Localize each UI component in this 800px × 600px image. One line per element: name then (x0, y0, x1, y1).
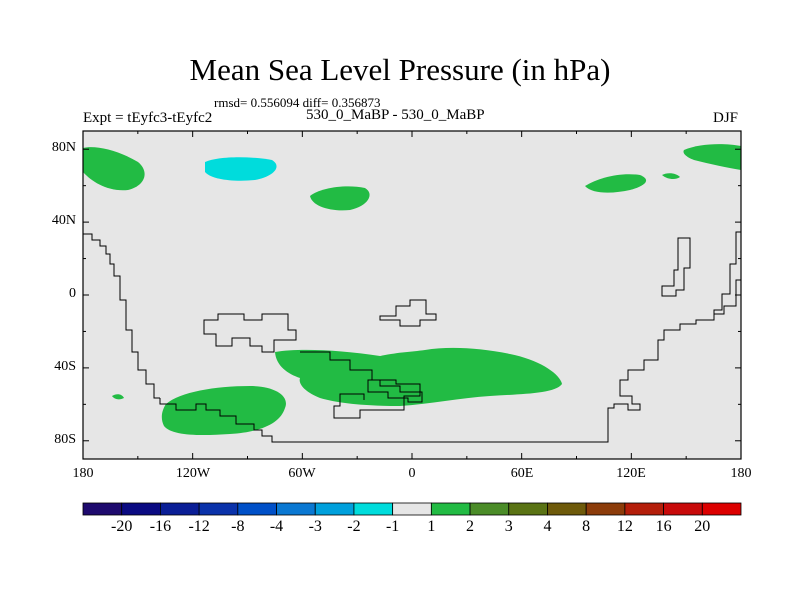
colorbar-label: 4 (543, 518, 552, 535)
coastline-africa-west (379, 299, 437, 327)
coastline-asia-east (661, 237, 691, 297)
region-small-islet (112, 394, 124, 400)
coastline-pacific-rim (713, 231, 741, 316)
axis-ticks (82, 131, 742, 459)
colorbar-swatch (624, 502, 664, 516)
colorbar-swatch (392, 502, 432, 516)
lon-label-0: 0 (408, 466, 416, 481)
subtitle: 530_0_MaBP - 530_0_MaBP (306, 107, 485, 123)
colorbar-label: -12 (188, 518, 210, 535)
lon-label-180w: 180 (72, 466, 94, 481)
region-siberia-small (662, 173, 680, 180)
colorbar-swatch (585, 502, 626, 516)
colorbar-swatch (276, 502, 316, 516)
season-label: DJF (713, 110, 739, 126)
lat-label-40n: 40N (51, 213, 76, 228)
colorbar-label: 1 (427, 518, 436, 535)
colorbar-label: -2 (347, 518, 361, 535)
coastline-south-america (203, 313, 297, 353)
colorbar (82, 502, 742, 516)
lon-label-60w: 60W (288, 466, 316, 481)
colorbar-label: -1 (385, 518, 400, 535)
coastline-antarctica (159, 279, 741, 443)
lon-label-120e: 120E (616, 466, 646, 481)
colorbar-label: 16 (655, 518, 672, 535)
colorbar-swatch (314, 502, 355, 516)
colorbar-swatch (198, 502, 239, 516)
colorbar-label: 20 (694, 518, 711, 535)
region-north-atlantic (310, 186, 370, 211)
colorbar-label: -8 (231, 518, 245, 535)
colorbar-swatch (237, 502, 277, 516)
plot-title: Mean Sea Level Pressure (in hPa) (189, 52, 611, 87)
lon-label-120w: 120W (175, 466, 211, 481)
colorbar-swatch (547, 502, 587, 516)
lon-label-180e: 180 (730, 466, 752, 481)
colorbar-swatch (160, 502, 200, 516)
colorbar-label: 2 (466, 518, 475, 535)
colorbar-label: -3 (308, 518, 322, 535)
colorbar-label: -16 (149, 518, 172, 535)
region-north-pacific (83, 147, 145, 191)
colorbar-swatch (663, 502, 703, 516)
colorbar-label: 3 (504, 518, 513, 535)
colorbar-swatch (430, 502, 471, 516)
positive-anomaly-regions (83, 144, 741, 436)
coastline-americas (83, 233, 160, 399)
colorbar-swatch (508, 502, 548, 516)
coastlines (83, 231, 741, 443)
colorbar-label: -4 (269, 518, 284, 535)
coastline-antarctic-ridge (300, 351, 421, 419)
stats-line: rmsd= 0.556094 diff= 0.356873 (214, 95, 381, 110)
colorbar-swatch (353, 502, 394, 516)
lat-label-80n: 80N (51, 140, 76, 155)
lat-label-equator: 0 (69, 286, 76, 301)
region-south-pacific (161, 386, 286, 436)
colorbar-swatch (701, 502, 742, 516)
colorbar-label: 12 (616, 518, 633, 535)
coastline-antarctic-inner (367, 379, 423, 403)
colorbar-swatch (82, 502, 123, 516)
colorbar-swatch (469, 502, 510, 516)
lat-label-40s: 40S (54, 359, 76, 374)
colorbar-swatch (121, 502, 161, 516)
experiment-label: Expt = tEyfc3-tEyfc2 (83, 110, 213, 126)
colorbar-label: -20 (111, 518, 133, 535)
lon-label-60e: 60E (510, 466, 534, 481)
region-southern-ocean (275, 347, 562, 406)
colorbar-label: 8 (582, 518, 591, 535)
lat-label-80s: 80S (54, 432, 76, 447)
region-siberia (585, 174, 647, 193)
region-arctic-east (683, 144, 741, 170)
negative-anomaly-region (205, 157, 277, 181)
